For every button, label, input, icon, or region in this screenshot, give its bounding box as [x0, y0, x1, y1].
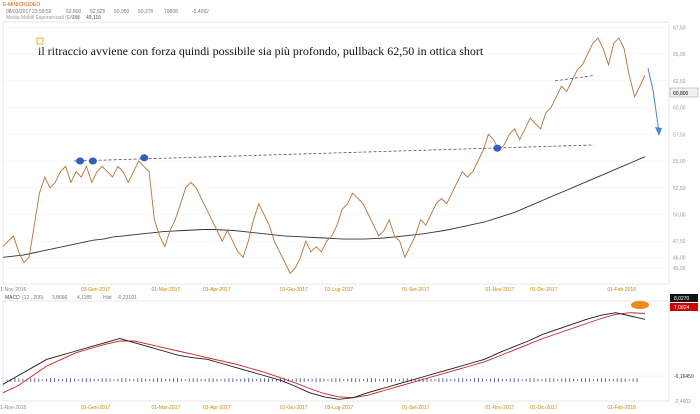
quote-header: 08/03/2017 23:59:59 52,800 52,925 50,050…: [6, 9, 209, 21]
macd-y-tick: 7,0824: [674, 305, 690, 311]
varpct-value: -5,4092: [192, 9, 209, 15]
touch-marker: [88, 157, 97, 165]
macd-params: (12 , 200): [22, 295, 44, 301]
price-x-axis: 01-Nov-2016 03-Gen-2017 01-Mar-2017 03-Apr-…: [0, 287, 636, 293]
macd-panel: MACD (12 , 200) 3,8666 4,1185 Hist -0,23…: [0, 294, 698, 411]
time-value: 23:59:59: [32, 9, 52, 15]
ema-value: 49,116: [86, 15, 101, 21]
price-y-tick: 57,50: [673, 132, 686, 138]
touch-markers: [76, 144, 502, 165]
macd-line: [2, 312, 646, 400]
macd-header: MACD (12 , 200) 3,8666 4,1185 Hist -0,23…: [5, 295, 137, 301]
annotation-text: il ritraccio avviene con forza quindi po…: [38, 44, 484, 58]
current-price-box: [669, 87, 699, 98]
annotation-note: il ritraccio avviene con forza quindi po…: [36, 37, 484, 58]
trendlines: [73, 75, 594, 162]
volume-value: 19808: [164, 9, 178, 15]
price-y-tick: 67,50: [673, 25, 686, 31]
current-price-tag: 60,800: [669, 87, 699, 98]
price-x-tick: 03-Lug-2017: [325, 287, 354, 293]
price-x-tick: 03-Apr-2017: [203, 287, 231, 293]
low-value: 50,050: [114, 9, 130, 15]
symbol-title: E-MINICRUDEO: [3, 2, 40, 8]
price-y-tick: 45,00: [673, 266, 686, 272]
ema-label: Media Mobili Esponenziali (EMA): [6, 15, 80, 21]
trendline: [555, 75, 594, 82]
price-x-tick: 01-Nov-2017: [485, 287, 514, 293]
price-line: [2, 37, 646, 275]
price-x-tick: 01-Feb-2018: [607, 287, 636, 293]
price-panel: 01-Nov-2016 03-Gen-2017 01-Mar-2017 03-Apr-…: [0, 21, 699, 293]
macd-signal-line: [2, 312, 646, 399]
signal-value: 4,1185: [77, 295, 92, 301]
macd-x-tick: 01-Dic-2017: [530, 405, 557, 411]
date-value: 08/03/2017: [6, 9, 31, 15]
macd-plot-area: [2, 300, 670, 402]
macd-label: MACD: [5, 295, 20, 301]
price-x-tick: 01-Dic-2017: [530, 287, 557, 293]
projection-arrow: [647, 67, 662, 136]
macd-x-tick: 01-Nov-2016: [0, 405, 27, 411]
macd-y-axis: 8,0270 7,0824 -0,16450 -2,4602: [670, 294, 698, 405]
price-y-tick: 46,00: [673, 255, 686, 261]
price-y-tick: 50,00: [673, 212, 686, 218]
macd-x-tick: 01-Giu-2017: [280, 405, 308, 411]
price-plot-area: [2, 21, 670, 285]
macd-histogram: [6, 378, 638, 383]
price-y-tick: 60,00: [673, 106, 686, 112]
macd-highlight: [631, 301, 649, 309]
projection-arrow-line: [647, 67, 660, 133]
price-y-tick: 55,00: [673, 159, 686, 165]
macd-y-tick: 8,0270: [674, 296, 690, 302]
hist-label: Hist: [103, 295, 112, 301]
price-y-tick: 65,00: [673, 52, 686, 58]
high-value: 52,925: [90, 9, 106, 15]
price-x-tick: 01-Mar-2017: [152, 287, 181, 293]
macd-x-tick: 01-Feb-2018: [607, 405, 636, 411]
macd-x-tick: 03-Lug-2017: [325, 405, 354, 411]
price-grid: [3, 27, 669, 269]
open-value: 52,800: [66, 9, 82, 15]
price-y-tick: 62,50: [673, 79, 686, 85]
price-y-tick: 47,50: [673, 239, 686, 245]
trendline: [73, 144, 594, 162]
macd-y-tick: -2,4602: [674, 399, 691, 405]
signal-value-box: [670, 303, 698, 311]
projection-arrow-head: [655, 127, 662, 136]
macd-value-box: [670, 294, 698, 302]
price-x-tick: 03-Gen-2017: [81, 287, 111, 293]
macd-x-tick: 03-Apr-2017: [203, 405, 231, 411]
macd-x-tick: 01-Set-2017: [402, 405, 430, 411]
ema-period: 200: [72, 15, 81, 21]
macd-value: 3,8666: [52, 295, 68, 301]
price-y-tick: 52,50: [673, 186, 686, 192]
touch-marker: [140, 154, 149, 162]
ema-200-line: [2, 156, 646, 258]
macd-x-tick: 03-Gen-2017: [81, 405, 111, 411]
macd-y-tick: -0,16450: [674, 374, 694, 380]
hist-value: -0,23191: [117, 295, 137, 301]
close-value: 50,275: [138, 9, 154, 15]
price-x-tick: 01-Nov-2016: [0, 287, 27, 293]
macd-x-tick: 01-Mar-2017: [152, 405, 181, 411]
touch-marker: [493, 144, 502, 152]
current-price-value: 60,800: [673, 91, 689, 97]
note-icon: [36, 37, 44, 45]
macd-x-axis: 01-Nov-2016 03-Gen-2017 01-Mar-2017 03-Apr-…: [0, 405, 636, 411]
macd-x-tick: 01-Nov-2017: [485, 405, 514, 411]
price-x-tick: 01-Giu-2017: [280, 287, 308, 293]
price-y-axis: 45,00 46,00 47,50 50,00 52,50 55,00 57,50 60,00…: [673, 25, 686, 272]
touch-marker: [76, 157, 85, 165]
price-x-tick: 01-Set-2017: [402, 287, 430, 293]
